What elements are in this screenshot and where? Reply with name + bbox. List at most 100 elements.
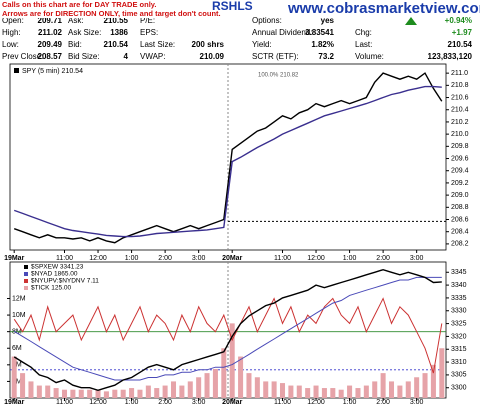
quote-label: Prev Close: [2,52,43,61]
legend-text: SPY (5 min) 210.54 [22,68,83,75]
x-tick-label: 2:00 [158,255,172,262]
x-tick-label: 2:00 [376,255,390,262]
quote-label: Options: [252,16,282,25]
y-tick-label: 211.0 [451,70,468,77]
volume-bar [120,389,126,398]
quote-label: Yield: [252,40,272,49]
y-tick-label: 209.0 [451,192,469,199]
volume-bar [78,389,84,398]
volume-bar [103,391,109,398]
series-line [13,276,442,381]
volume-bar [196,377,202,398]
series-line [13,268,442,392]
quote-value: 123,833,120 [428,52,473,61]
quote-label: Open: [2,16,24,25]
volume-bar [238,356,244,398]
volume-bar [439,348,445,398]
note-text: Calls on this chart are for DAY TRADE on… [2,0,156,9]
y-tick-label: 210.2 [451,119,469,126]
y-tick-label: 209.2 [451,180,469,187]
volume-bar [330,388,336,398]
volume-bar [229,323,235,398]
quote-value: 1.82% [311,40,334,49]
volume-bar [53,388,59,398]
volume-bar [305,388,311,398]
quote-value: 73.2 [318,52,334,61]
y-tick-label: 3300 [451,385,467,392]
quote-value: 200 shrs [192,40,225,49]
quote-value: +1.97 [452,28,473,37]
volume-bar [11,356,17,398]
y-tick-label: 210.4 [451,107,469,114]
quote-label: Ask Size: [68,28,101,37]
quote-label: Annual Dividend: [252,28,312,37]
legend-swatch [24,265,28,269]
legend-swatch [24,272,28,276]
quote-value: 210.54 [104,40,129,49]
quote-label: Last Size: [140,40,175,49]
volume-bar [388,381,395,398]
volume-bar [36,385,42,398]
quote-value: 3.83541 [305,28,334,37]
volume-bar [61,389,68,398]
quote-value: 211.02 [38,28,63,37]
x-tick-label: 1:00 [125,399,139,406]
quote-label: VWAP: [140,52,165,61]
volume-bar [28,381,34,398]
quote-value: 210.55 [104,16,129,25]
x-tick-label: 20Mar [222,255,243,262]
y-tick-label: 3305 [451,372,467,379]
quote-value: +0.94% [445,16,472,25]
volume-bar [204,373,210,398]
legend-text: $NYAD 1865.00 [31,271,78,278]
quote-label: Low: [2,40,19,49]
site-name: www.cobrasmarketview.com [287,0,480,17]
quote-label: EPS: [140,28,158,37]
x-tick-label: 20Mar [222,399,243,406]
y-tick-label: 3340 [451,282,467,289]
x-tick-label: 12:00 [89,255,107,262]
x-tick-label: 1:00 [343,255,357,262]
x-tick-label: 12:00 [307,255,325,262]
note-text: Arrows are for DIRECTION ONLY, time and … [2,9,221,18]
x-tick-label: 11:00 [274,255,291,262]
x-tick-label: 1:00 [125,255,139,262]
y-tick-label: 209.8 [451,143,469,150]
y-tick-label: 209.6 [451,155,469,162]
note-box [0,0,205,18]
y-tick-label: 208.2 [451,241,469,248]
y-tick-label: 210.6 [451,94,469,101]
y-tick-label: 3345 [451,269,467,276]
x-tick-label: 2:00 [376,399,390,406]
x-tick-label: 3:00 [410,255,424,262]
x-tick-label: 19Mar [4,255,25,262]
y-tick-label: 3325 [451,320,467,327]
y-tick-label: 208.8 [451,204,469,211]
x-tick-label: 3:00 [410,399,424,406]
y-tick-label: 208.6 [451,216,469,223]
volume-bar [112,389,118,398]
quote-label: High: [2,28,21,37]
quote-label: Ask: [68,16,84,25]
legend-swatch [24,286,28,290]
quote-value: 210.54 [448,40,473,49]
y-tick-label: 209.4 [451,168,469,175]
quote-value: 209.49 [38,40,63,49]
volume-bar [70,389,76,398]
y-tick-label: 3310 [451,359,467,366]
y2-tick-label: 12M [12,295,26,302]
volume-bar [422,373,428,398]
volume-bar [405,381,411,398]
quote-label: SCTR (ETF): [252,52,299,61]
quote-label: Volume: [355,52,384,61]
volume-bar [45,385,51,398]
legend-text: $SPXEW 3341.23 [31,264,84,271]
volume-bar [363,385,369,398]
volume-bar [179,385,185,398]
quote-value: 209.71 [38,16,63,25]
volume-bar [187,381,193,398]
volume-bar [397,385,403,398]
volume-bar [129,388,135,398]
x-tick-label: 11:00 [274,399,291,406]
